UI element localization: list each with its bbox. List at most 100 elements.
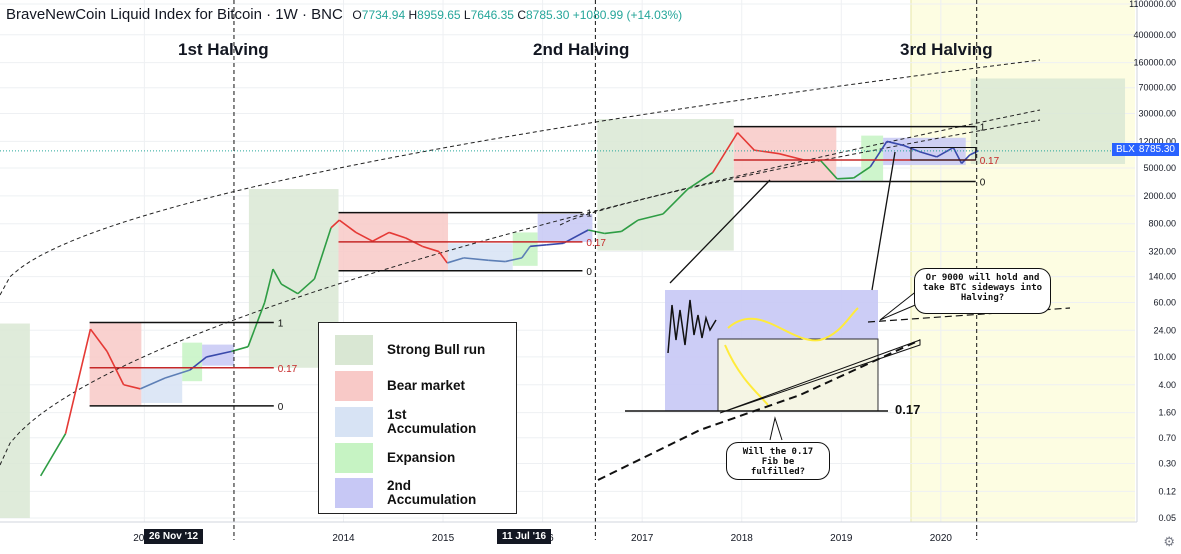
legend-label: 2nd Accumulation (387, 478, 477, 507)
inset-up-path (727, 307, 859, 342)
price-segment (737, 132, 755, 151)
price-segment (64, 328, 92, 434)
price-segment (530, 243, 547, 248)
zone-bull (597, 119, 734, 251)
x-tick-label: 2019 (830, 533, 853, 544)
price-segment (712, 132, 739, 173)
zone-bear (733, 126, 837, 182)
price-segment (272, 268, 282, 285)
legend-label: Strong Bull run (387, 342, 486, 357)
halving-date-tag: 11 Jul '16 (497, 529, 552, 544)
legend-label: 1st Accumulation (387, 407, 477, 436)
price-segment (637, 213, 664, 221)
fib-boxes: 1 0.17 0 1 0.17 0 1 0.17 0 (89, 123, 1000, 413)
fib-level-label: 0 (980, 178, 986, 189)
change-value: +1080.99 (+14.03%) (572, 8, 683, 22)
legend-swatch (335, 407, 373, 437)
y-tick-label: 800.00 (1148, 219, 1176, 229)
price-segment (562, 229, 589, 244)
y-tick-label: 24.00 (1153, 325, 1176, 335)
inset-017-label: 0.17 (895, 402, 920, 417)
price-segment (313, 227, 332, 280)
price-segment (422, 245, 440, 253)
price-segment (297, 278, 315, 295)
low-label: L (463, 8, 471, 22)
price-tag-symbol: BLX (1115, 144, 1135, 155)
price-segment (819, 159, 838, 180)
zone-exp (512, 232, 538, 266)
legend-swatch (335, 371, 373, 401)
price-segment (903, 144, 921, 153)
y-tick-label: 70000.00 (1138, 83, 1176, 93)
x-tick-label: 2020 (930, 533, 953, 544)
y-tick-label: 0.70 (1158, 433, 1176, 443)
price-segment (338, 219, 357, 234)
halving-period-band (910, 0, 1135, 522)
lower-growth-curve (0, 109, 1041, 466)
y-tick-label: 5000.00 (1143, 163, 1176, 173)
x-tick-label: 2015 (432, 533, 455, 544)
zoom-line-right (871, 151, 896, 291)
y-tick-label: 140.00 (1148, 272, 1176, 282)
inset-down-path (724, 344, 769, 406)
fib-level-label: 0 (586, 267, 592, 278)
price-segment (961, 154, 971, 165)
price-segment (936, 146, 954, 158)
x-tick-label: 2018 (731, 533, 754, 544)
price-segment (247, 302, 266, 347)
y-tick-label: 4.00 (1158, 380, 1176, 390)
halving-date-tag: 26 Nov '12 (144, 529, 204, 544)
fib-level-label: 1 (278, 319, 284, 330)
price-segment (521, 245, 531, 259)
zone-bull (0, 323, 30, 518)
upper-growth-curve (0, 59, 1041, 296)
price-segment (588, 229, 605, 235)
zoom-line-left (669, 179, 771, 284)
halving-3-label: 3rd Halving (900, 40, 993, 59)
callout-pointer (879, 289, 921, 321)
price-segment (39, 433, 67, 477)
price-tag-value: 8785.30 (1138, 144, 1175, 155)
zone-acc2 (883, 137, 966, 166)
inset-trendline (597, 339, 921, 481)
chart-header: BraveNewCoin Liquid Index for Bitcoin · … (6, 6, 682, 23)
price-segment (969, 150, 979, 156)
price-segment (505, 257, 523, 263)
y-tick-label: 1.60 (1158, 408, 1176, 418)
zone-acc1 (448, 243, 513, 271)
price-segment (372, 231, 390, 242)
price-segment (488, 259, 506, 263)
price-segment (952, 147, 963, 164)
price-segment (546, 242, 564, 246)
price-segment (662, 188, 689, 215)
y-tick-label: 2000.00 (1143, 191, 1176, 201)
zone-bands (0, 78, 1126, 518)
open-value: 7734.94 (361, 8, 406, 22)
y-tick-label: 160000.00 (1133, 58, 1176, 68)
inset-wedge (719, 339, 921, 414)
y-tick-label: 12000.00 (1138, 136, 1176, 146)
price-segment (754, 149, 780, 155)
gear-icon[interactable]: ⚙ (1163, 534, 1175, 549)
price-segment (123, 383, 141, 390)
zone-bull (970, 78, 1126, 164)
inset-range-box (717, 338, 879, 412)
mid-growth-curve (559, 119, 1041, 226)
legend-label: Bear market (387, 378, 466, 393)
price-segment (853, 166, 871, 179)
price-segment (438, 251, 448, 264)
fib-level-label: 0 (278, 402, 284, 413)
price-segment (164, 369, 191, 379)
callout-fib: Will the 0.17 Fib be fulfilled? (726, 442, 830, 480)
y-axis: 0.05 0.12 0.30 0.70 1.60 4.00 10.00 24.00 60.00 1… (1129, 0, 1176, 523)
y-tick-label: 0.12 (1158, 486, 1176, 496)
legend-swatch (335, 478, 373, 508)
x-tick-label: 2014 (332, 533, 355, 544)
legend-label: Expansion (387, 450, 456, 465)
price-segment (919, 151, 937, 158)
price-segment (869, 140, 888, 168)
price-segment (778, 152, 805, 161)
price-segment (837, 177, 854, 180)
fib-level-label: 0.17 (586, 238, 606, 249)
price-segment (463, 257, 489, 262)
